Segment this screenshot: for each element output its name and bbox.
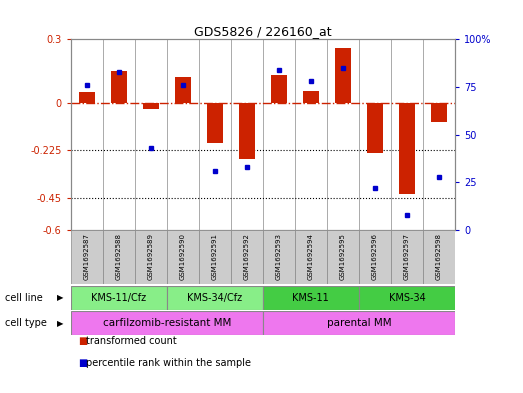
Text: GSM1692591: GSM1692591 (212, 233, 218, 280)
Text: transformed count: transformed count (86, 336, 177, 346)
Bar (111, 71, 127, 103)
Bar (423, 230, 455, 284)
Text: KMS-34/Cfz: KMS-34/Cfz (187, 293, 242, 303)
Bar (71, 286, 167, 310)
Text: GSM1692594: GSM1692594 (308, 233, 314, 280)
Bar (103, 230, 135, 284)
Bar (359, 230, 391, 284)
Bar (263, 230, 295, 284)
Bar (391, 230, 423, 284)
Bar (143, 103, 158, 109)
Text: KMS-11/Cfz: KMS-11/Cfz (91, 293, 146, 303)
Bar (78, 92, 95, 103)
Text: cell type: cell type (5, 318, 47, 328)
Text: ■: ■ (78, 358, 88, 368)
Bar (303, 91, 319, 103)
Bar (239, 103, 255, 159)
Bar (431, 103, 447, 122)
Text: GSM1692592: GSM1692592 (244, 233, 250, 280)
Text: ▶: ▶ (56, 319, 63, 327)
Bar (135, 230, 167, 284)
Bar (263, 286, 359, 310)
Bar (167, 286, 263, 310)
Text: GSM1692595: GSM1692595 (340, 233, 346, 280)
Bar (167, 230, 199, 284)
Text: percentile rank within the sample: percentile rank within the sample (86, 358, 251, 368)
Title: GDS5826 / 226160_at: GDS5826 / 226160_at (194, 25, 332, 38)
Text: KMS-34: KMS-34 (389, 293, 425, 303)
Text: GSM1692588: GSM1692588 (116, 233, 122, 280)
Bar (199, 230, 231, 284)
Text: GSM1692590: GSM1692590 (180, 233, 186, 280)
Text: carfilzomib-resistant MM: carfilzomib-resistant MM (103, 318, 231, 328)
Bar (359, 286, 455, 310)
Bar (207, 103, 223, 143)
Text: GSM1692593: GSM1692593 (276, 233, 282, 280)
Text: GSM1692598: GSM1692598 (436, 233, 442, 280)
Bar (175, 77, 191, 103)
Text: ■: ■ (78, 336, 88, 346)
Bar (71, 311, 263, 335)
Bar (231, 230, 263, 284)
Bar (295, 230, 327, 284)
Bar (399, 103, 415, 194)
Bar (335, 48, 351, 103)
Text: KMS-11: KMS-11 (292, 293, 329, 303)
Bar (327, 230, 359, 284)
Bar (263, 311, 455, 335)
Text: cell line: cell line (5, 293, 43, 303)
Text: ▶: ▶ (56, 294, 63, 302)
Text: GSM1692596: GSM1692596 (372, 233, 378, 280)
Text: GSM1692587: GSM1692587 (84, 233, 89, 280)
Text: parental MM: parental MM (326, 318, 391, 328)
Bar (71, 230, 103, 284)
Text: GSM1692597: GSM1692597 (404, 233, 410, 280)
Text: GSM1692589: GSM1692589 (147, 233, 154, 280)
Bar (271, 75, 287, 103)
Bar (367, 103, 383, 152)
